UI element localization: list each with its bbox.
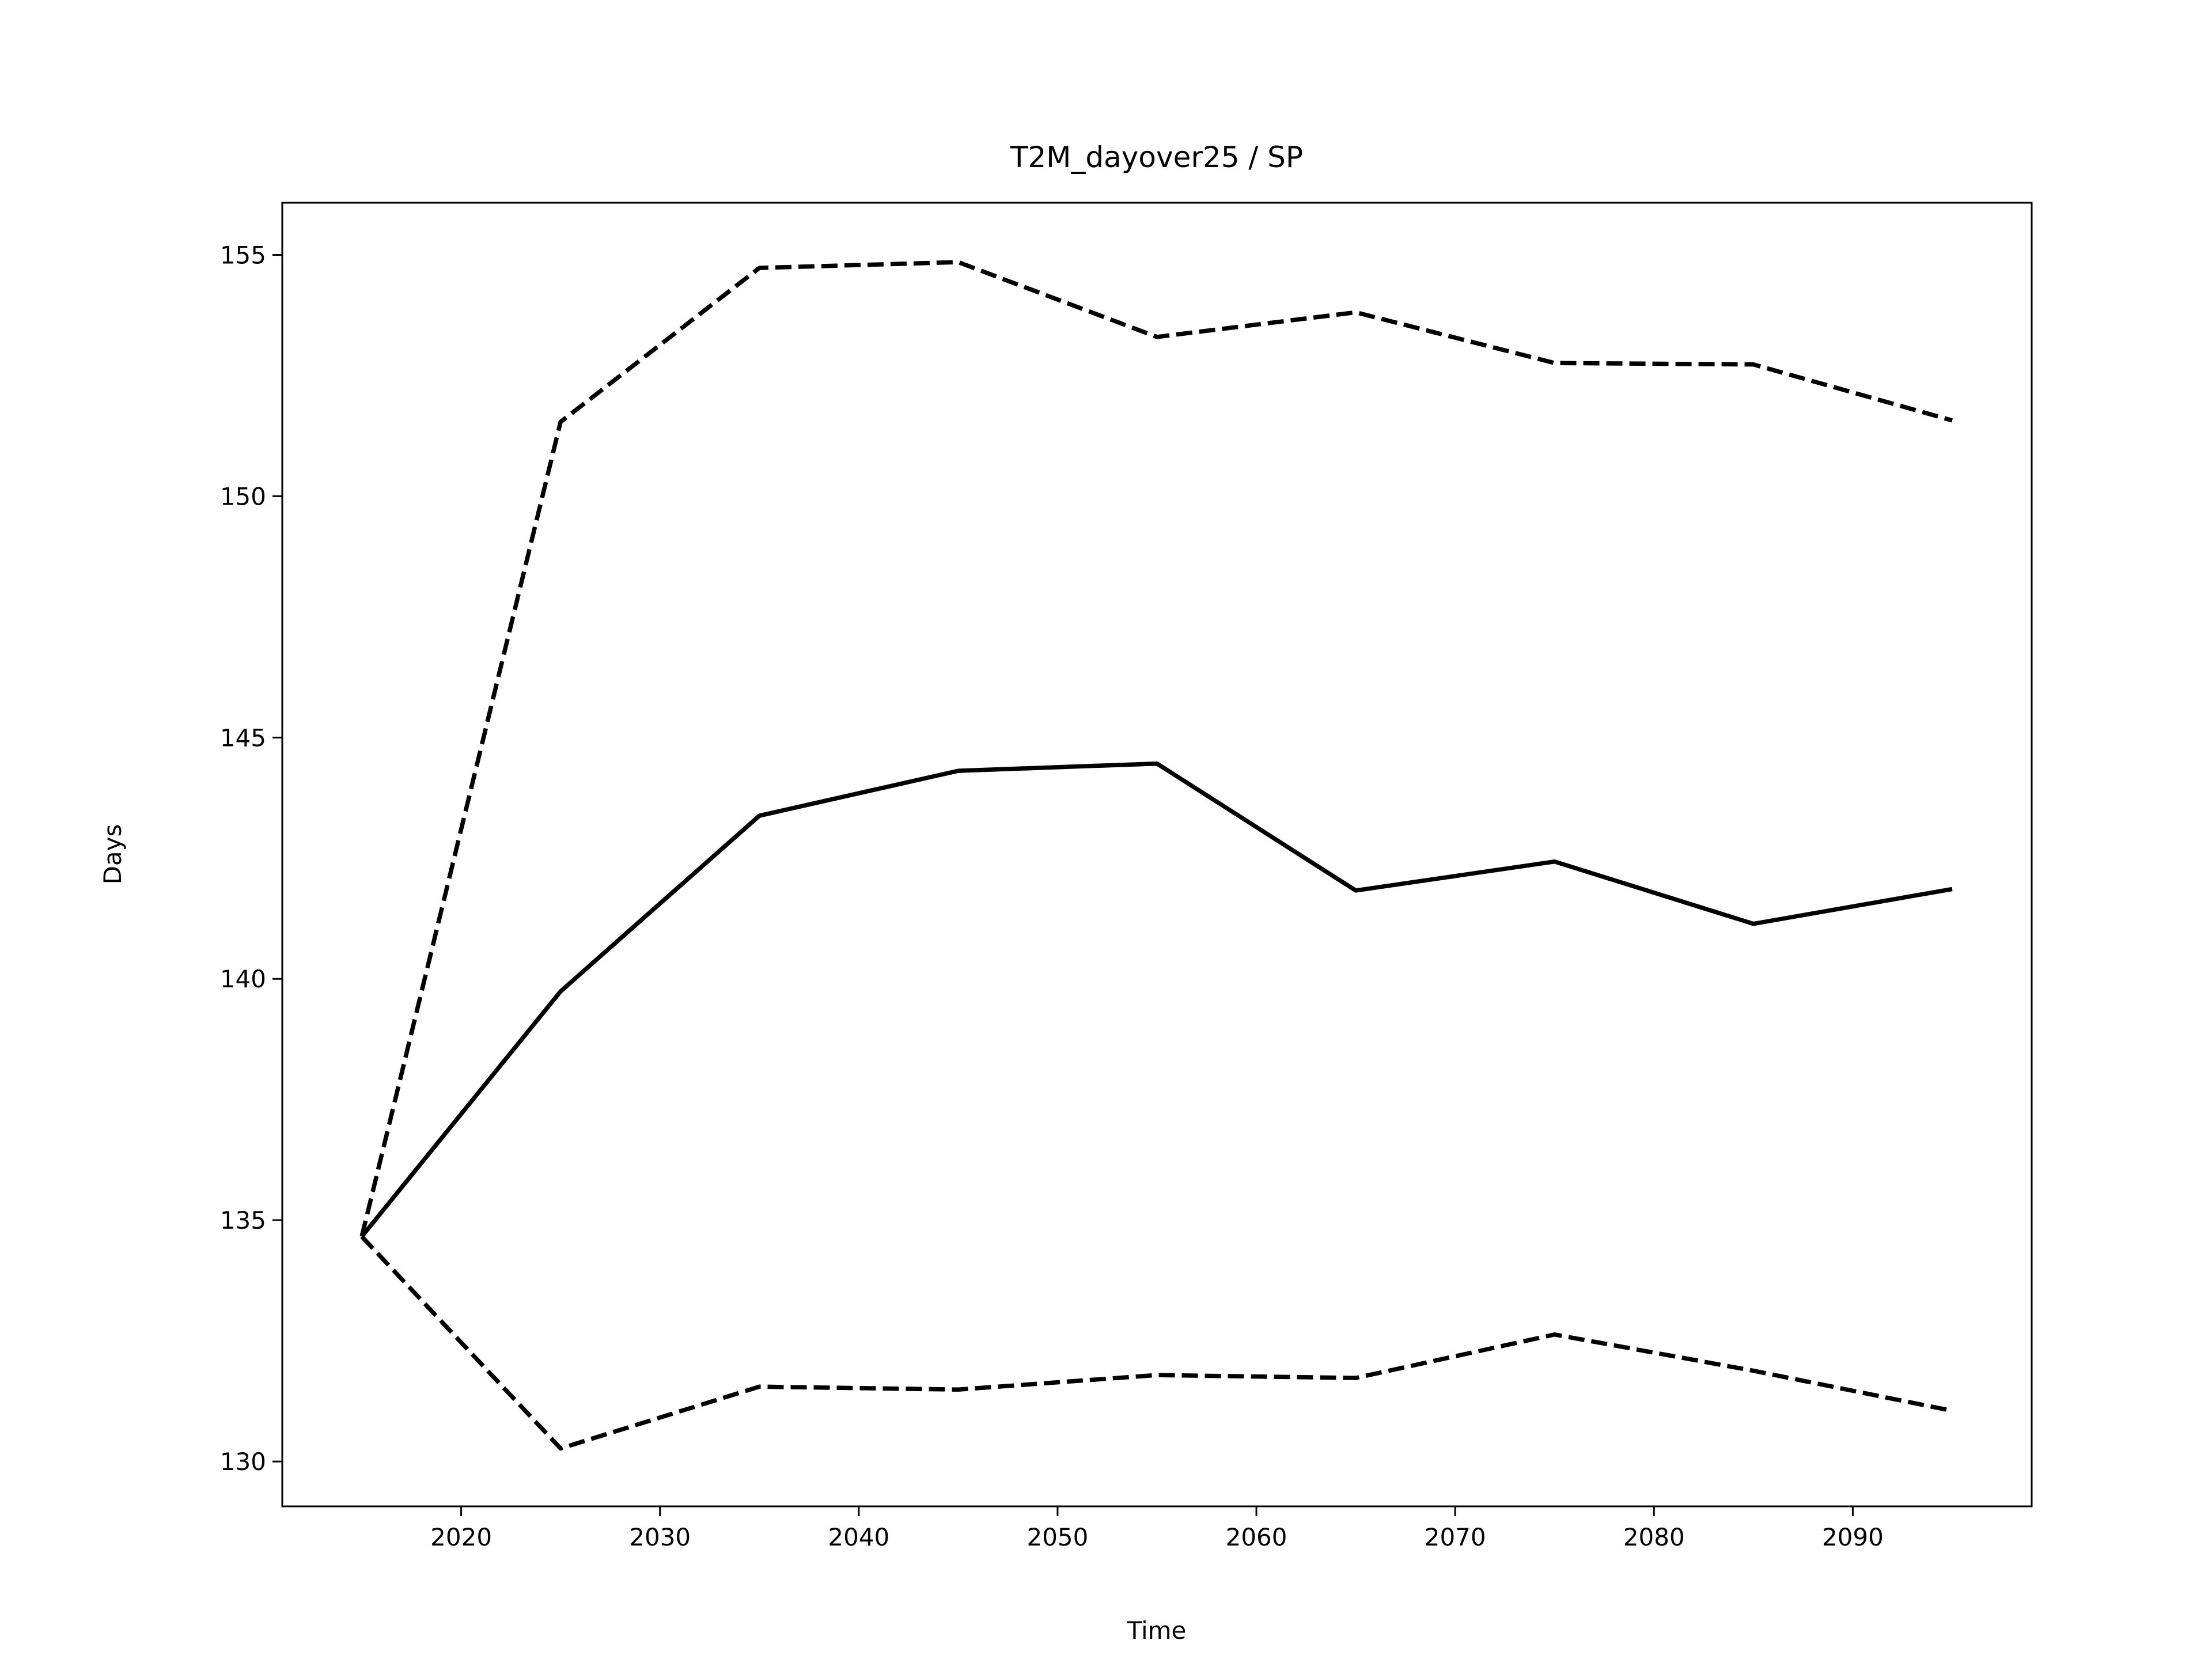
x-tick-label: 2070 bbox=[1425, 1523, 1486, 1551]
x-tick-label: 2060 bbox=[1226, 1523, 1287, 1551]
series-line bbox=[360, 1235, 1953, 1451]
chart-title: T2M_dayover25 / SP bbox=[1010, 141, 1303, 174]
x-tick-label: 2020 bbox=[430, 1523, 492, 1551]
x-tick-label: 2040 bbox=[828, 1523, 889, 1551]
y-tick-label: 145 bbox=[220, 724, 266, 752]
y-tick-label: 130 bbox=[220, 1448, 266, 1476]
y-tick-label: 140 bbox=[220, 965, 266, 993]
plot-frame bbox=[281, 202, 2033, 1508]
x-tick-label: 2080 bbox=[1623, 1523, 1685, 1551]
x-tick-label: 2030 bbox=[629, 1523, 691, 1551]
x-tick-label: 2050 bbox=[1027, 1523, 1088, 1551]
x-tick-label: 2090 bbox=[1822, 1523, 1884, 1551]
series-line bbox=[360, 761, 1953, 1238]
y-tick-label: 150 bbox=[220, 482, 266, 510]
x-axis-label: Time bbox=[1127, 1616, 1187, 1645]
series-line bbox=[359, 260, 1953, 1237]
y-axis-label: Days bbox=[99, 824, 127, 885]
y-tick-label: 135 bbox=[220, 1206, 266, 1234]
y-tick-label: 155 bbox=[220, 241, 266, 269]
